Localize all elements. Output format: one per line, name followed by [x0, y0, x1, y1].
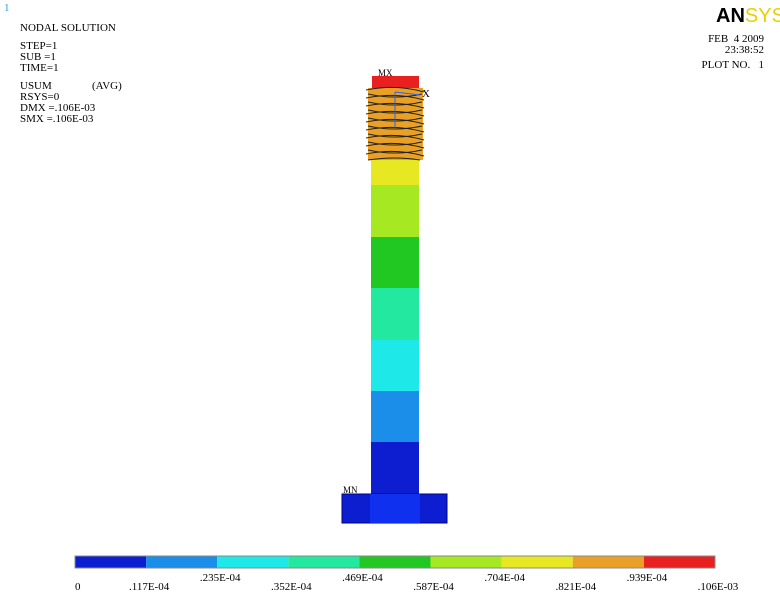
band — [371, 391, 419, 442]
legend-swatch — [359, 556, 430, 568]
band — [371, 340, 419, 391]
band — [371, 442, 419, 494]
logo: ANSYS — [716, 5, 780, 27]
legend-swatch — [644, 556, 715, 568]
legend-swatch — [431, 556, 502, 568]
legend-label: .352E-04 — [271, 581, 312, 592]
legend-label: .117E-04 — [129, 581, 170, 592]
time: 23:38:52 — [725, 44, 764, 56]
legend-label: .704E-04 — [484, 572, 525, 584]
legend-label: .469E-04 — [342, 572, 383, 584]
legend-swatch — [75, 556, 146, 568]
ansys-window: 1 NODAL SOLUTION STEP=1 SUB =1 TIME=1 US… — [0, 0, 780, 592]
band — [371, 237, 419, 288]
legend-swatch — [573, 556, 644, 568]
legend-label: .106E-03 — [698, 581, 739, 592]
window-number: 1 — [4, 2, 10, 14]
max-marker: MX — [378, 68, 393, 78]
plot-number: PLOT NO. 1 — [702, 59, 764, 71]
legend-label: .821E-04 — [555, 581, 596, 592]
param: TIME=1 — [20, 62, 59, 74]
logo-an: AN — [716, 5, 745, 27]
bolt-head-core — [370, 494, 420, 523]
legend-swatch — [217, 556, 288, 568]
legend-label: .587E-04 — [413, 581, 454, 592]
param: (AVG) — [92, 80, 122, 92]
band — [371, 160, 419, 185]
band — [371, 185, 419, 237]
legend-label: .939E-04 — [627, 572, 668, 584]
logo-sys: SYS — [745, 5, 780, 27]
legend-label: 0 — [75, 581, 81, 592]
min-marker: MN — [343, 485, 358, 495]
legend-swatch — [146, 556, 217, 568]
legend-swatch — [502, 556, 573, 568]
title: NODAL SOLUTION — [20, 22, 116, 34]
param: SMX =.106E-03 — [20, 113, 94, 125]
band — [371, 288, 419, 340]
legend-label: .235E-04 — [200, 572, 241, 584]
axis-label: X — [422, 88, 430, 100]
legend-swatch — [288, 556, 359, 568]
